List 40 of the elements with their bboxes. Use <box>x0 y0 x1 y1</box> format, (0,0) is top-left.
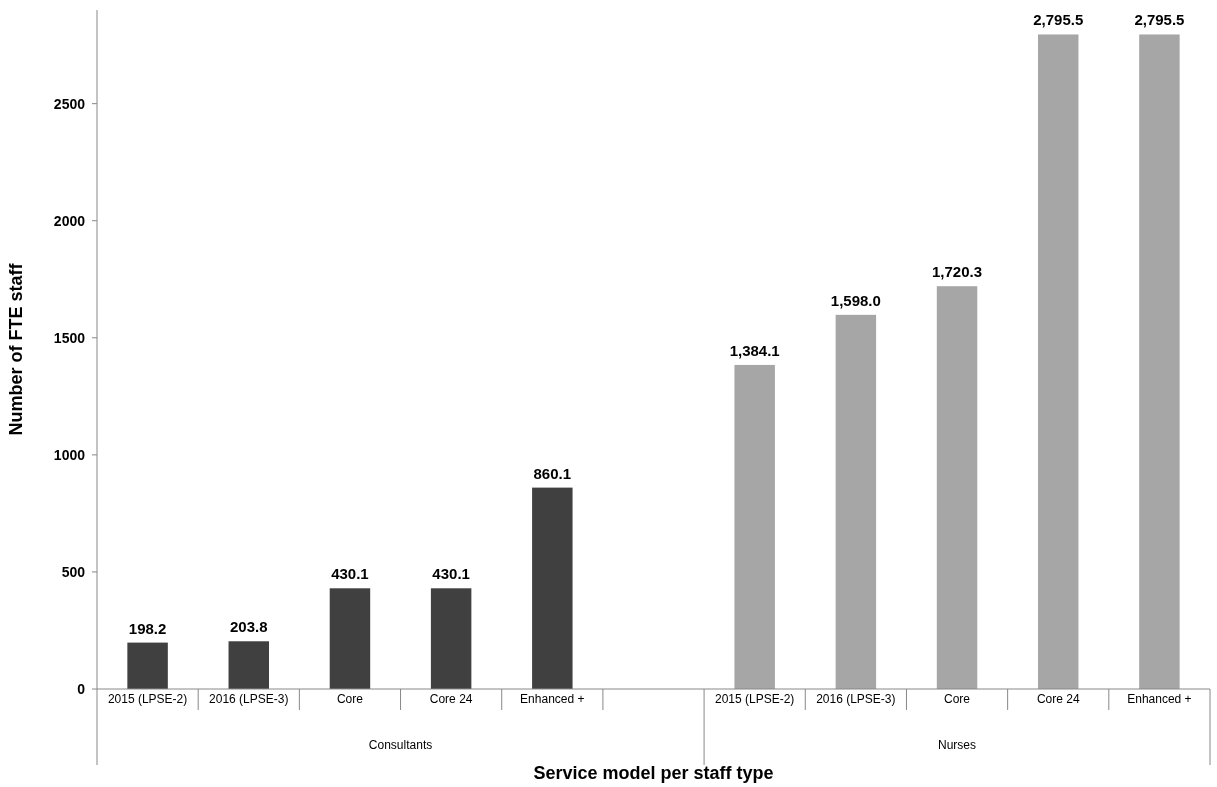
data-label: 203.8 <box>230 618 268 636</box>
x-tick-label: 2016 (LPSE-3) <box>816 692 896 706</box>
x-tick-label: Core 24 <box>429 692 473 706</box>
bar <box>1139 34 1180 689</box>
y-tick-label: 2000 <box>53 212 86 229</box>
data-label: 430.1 <box>432 565 470 583</box>
y-tick-label: 0 <box>77 680 86 697</box>
x-tick-label: 2015 (LPSE-2) <box>714 692 795 706</box>
data-label: 2,795.5 <box>1134 11 1185 29</box>
data-label: 860.1 <box>533 464 572 482</box>
x-tick-label: Core 24 <box>1036 692 1080 706</box>
bar <box>835 314 877 689</box>
x-tick-label: Core <box>336 692 364 706</box>
bar <box>532 487 573 689</box>
data-label: 430.1 <box>331 565 369 583</box>
x-tick-label: Core <box>944 692 971 706</box>
data-label: 2,795.5 <box>1033 11 1084 29</box>
y-tick-label: 2500 <box>53 95 86 112</box>
data-label: 1,720.3 <box>932 263 983 281</box>
bar <box>1037 34 1079 689</box>
x-tick-label: 2016 (LPSE-3) <box>209 692 289 706</box>
y-tick-label: 1000 <box>53 446 86 463</box>
bar <box>127 642 168 689</box>
data-label: 1,598.0 <box>830 291 881 309</box>
y-tick-label: 500 <box>61 563 86 580</box>
x-tick-label: 2015 (LPSE-2) <box>107 692 188 706</box>
text: Consultants <box>368 738 433 752</box>
data-label: 1,384.1 <box>729 341 780 359</box>
text: Nurses <box>938 738 977 752</box>
bar <box>329 588 371 689</box>
x-tick-label: Enhanced + <box>520 692 585 706</box>
bar <box>734 364 775 689</box>
bar <box>936 286 978 689</box>
x-axis-title: Service model per staff type <box>533 763 774 783</box>
bar <box>430 588 472 689</box>
y-axis-title: Number of FTE staff <box>6 262 26 436</box>
x-tick-label: Enhanced + <box>1127 692 1192 706</box>
bar <box>228 641 270 689</box>
data-label: 198.2 <box>128 619 167 637</box>
y-tick-label: 1500 <box>53 329 86 346</box>
